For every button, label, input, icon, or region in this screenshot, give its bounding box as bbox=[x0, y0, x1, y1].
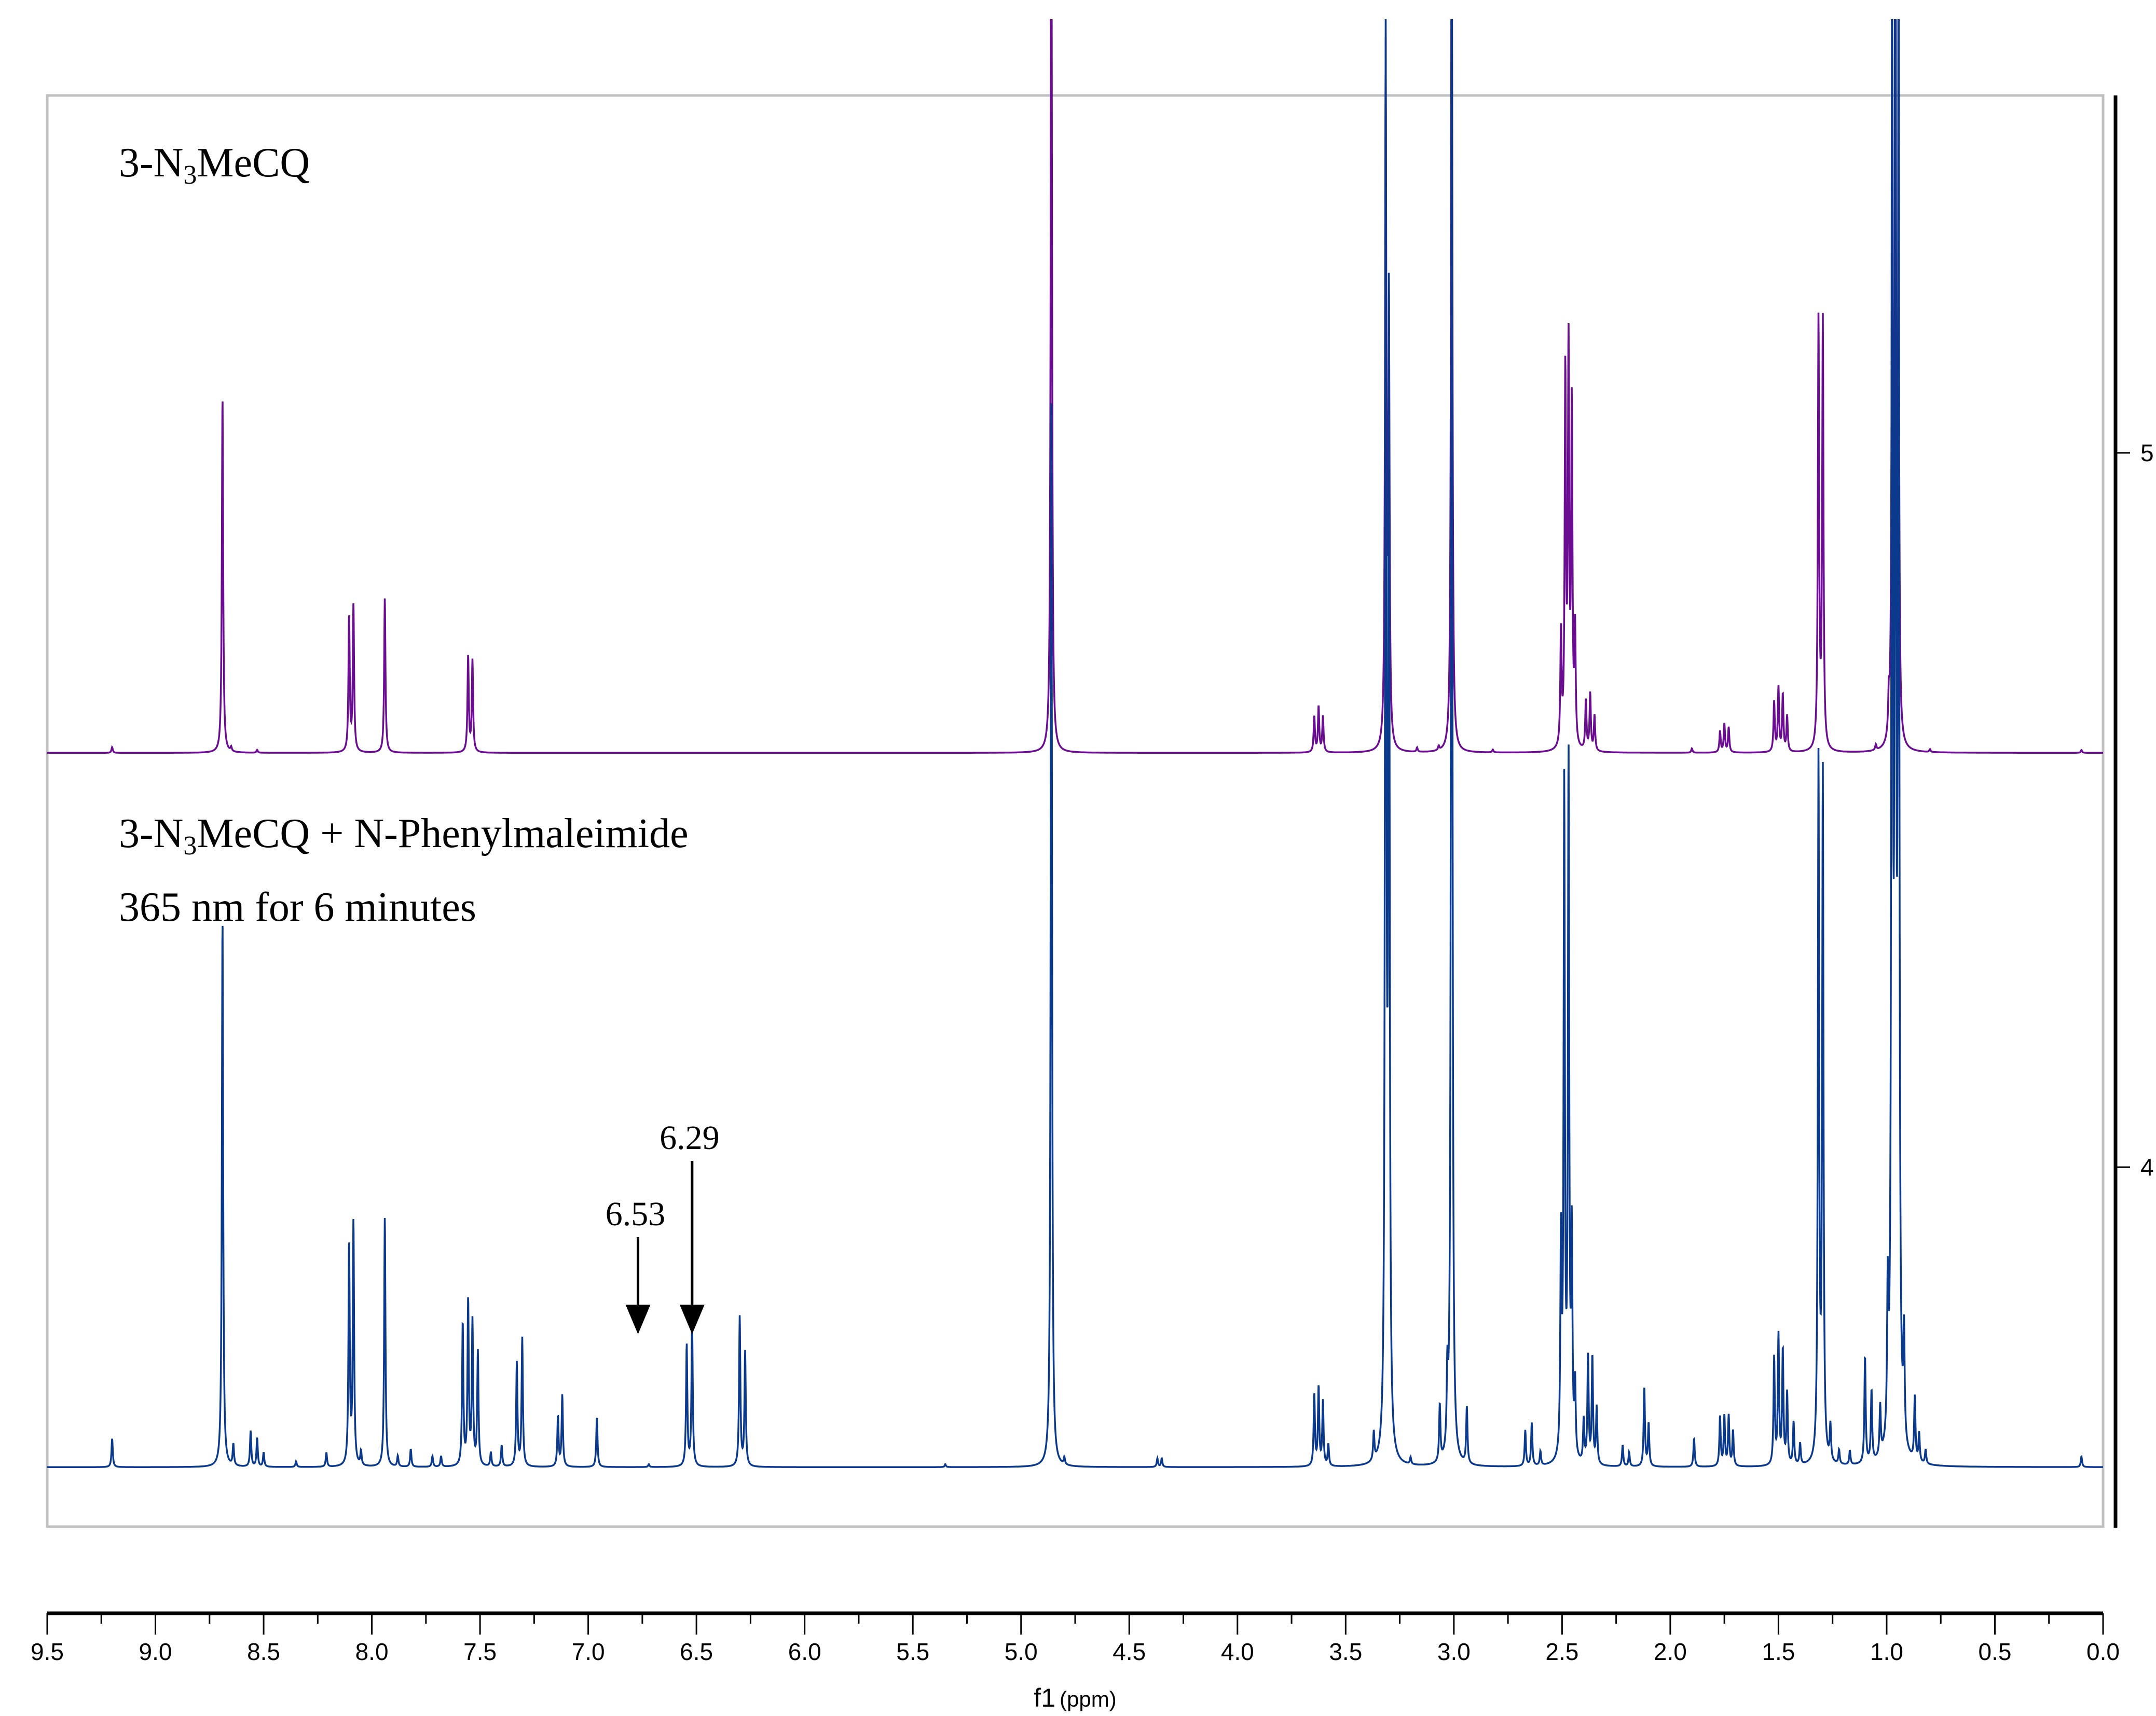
spectrum-trace-0 bbox=[47, 19, 2103, 754]
x-tick-label: 8.0 bbox=[355, 1638, 389, 1665]
annotation-label: 6.53 bbox=[606, 1195, 666, 1233]
x-tick-label: 5.0 bbox=[1005, 1638, 1038, 1665]
series-label-bottom-line2: 365 nm for 6 minutes bbox=[119, 884, 476, 930]
x-tick-label: 7.0 bbox=[572, 1638, 605, 1665]
x-tick-label: 5.5 bbox=[896, 1638, 929, 1665]
label-suffix: MeCQ bbox=[197, 140, 310, 186]
y-tick-label: 4 bbox=[2140, 1154, 2154, 1181]
label-prefix: 3-N bbox=[119, 140, 183, 186]
peak-annotation: 6.53 bbox=[606, 1195, 666, 1334]
arrow-down-icon bbox=[679, 1305, 705, 1334]
x-tick-label: 3.0 bbox=[1437, 1638, 1471, 1665]
x-axis-title-unit: (ppm) bbox=[1060, 1687, 1117, 1711]
label-sub: 3 bbox=[183, 831, 197, 861]
x-tick-label: 9.0 bbox=[139, 1638, 172, 1665]
label-prefix: 3-N bbox=[119, 811, 183, 856]
x-tick-label: 7.5 bbox=[463, 1638, 497, 1665]
arrow-down-icon bbox=[625, 1305, 651, 1334]
x-tick-label: 4.5 bbox=[1113, 1638, 1146, 1665]
x-axis-title-main: f1 bbox=[1034, 1683, 1055, 1712]
x-axis-title: f1 (ppm) bbox=[1034, 1683, 1116, 1712]
series-label-bottom: 3-N3MeCQ + N-Phenylmaleimide bbox=[119, 811, 689, 861]
y-tick-label: 5 bbox=[2140, 439, 2154, 466]
x-tick-label: 4.0 bbox=[1221, 1638, 1254, 1665]
x-tick-label: 3.5 bbox=[1329, 1638, 1362, 1665]
x-tick-label: 2.0 bbox=[1654, 1638, 1687, 1665]
label-suffix: MeCQ + N-Phenylmaleimide bbox=[197, 811, 688, 856]
x-tick-label: 6.0 bbox=[788, 1638, 821, 1665]
x-tick-label: 1.0 bbox=[1870, 1638, 1903, 1665]
series-label-top: 3-N3MeCQ bbox=[119, 140, 310, 190]
x-tick-label: 9.5 bbox=[31, 1638, 64, 1665]
label-sub: 3 bbox=[183, 160, 197, 190]
x-tick-label: 6.5 bbox=[680, 1638, 713, 1665]
plot-frame bbox=[46, 94, 2105, 1528]
x-tick-label: 1.5 bbox=[1762, 1638, 1795, 1665]
x-tick-label: 0.5 bbox=[1978, 1638, 2011, 1665]
x-tick-label: 8.5 bbox=[247, 1638, 280, 1665]
spectrum-trace-1 bbox=[47, 19, 2103, 1469]
x-tick-label: 0.0 bbox=[2086, 1638, 2120, 1665]
annotation-label: 6.29 bbox=[660, 1119, 720, 1157]
peak-annotation: 6.29 bbox=[660, 1119, 720, 1334]
x-tick-label: 2.5 bbox=[1545, 1638, 1578, 1665]
